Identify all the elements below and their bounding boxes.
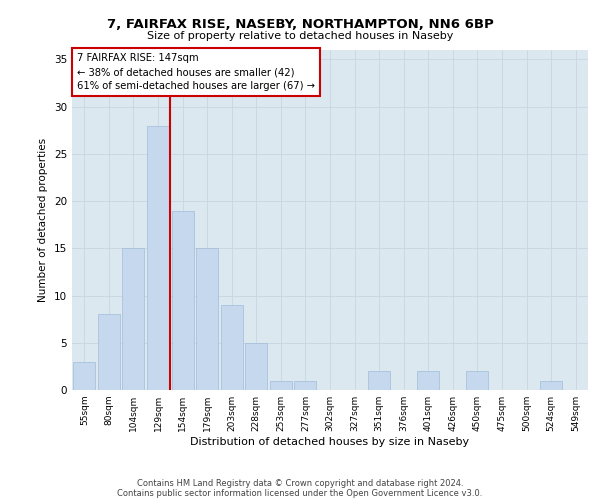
- X-axis label: Distribution of detached houses by size in Naseby: Distribution of detached houses by size …: [190, 437, 470, 447]
- Text: Contains HM Land Registry data © Crown copyright and database right 2024.: Contains HM Land Registry data © Crown c…: [137, 478, 463, 488]
- Bar: [368, 371, 390, 390]
- Text: Contains public sector information licensed under the Open Government Licence v3: Contains public sector information licen…: [118, 488, 482, 498]
- Bar: [270, 380, 292, 390]
- Text: Size of property relative to detached houses in Naseby: Size of property relative to detached ho…: [147, 31, 453, 41]
- Bar: [466, 371, 488, 390]
- Bar: [417, 371, 439, 390]
- Bar: [540, 380, 562, 390]
- Bar: [122, 248, 145, 390]
- Bar: [147, 126, 169, 390]
- Bar: [196, 248, 218, 390]
- Text: 7, FAIRFAX RISE, NASEBY, NORTHAMPTON, NN6 6BP: 7, FAIRFAX RISE, NASEBY, NORTHAMPTON, NN…: [107, 18, 493, 30]
- Bar: [73, 362, 95, 390]
- Text: 7 FAIRFAX RISE: 147sqm
← 38% of detached houses are smaller (42)
61% of semi-det: 7 FAIRFAX RISE: 147sqm ← 38% of detached…: [77, 54, 315, 92]
- Bar: [221, 305, 243, 390]
- Bar: [98, 314, 120, 390]
- Bar: [172, 210, 194, 390]
- Y-axis label: Number of detached properties: Number of detached properties: [38, 138, 49, 302]
- Bar: [295, 380, 316, 390]
- Bar: [245, 343, 268, 390]
